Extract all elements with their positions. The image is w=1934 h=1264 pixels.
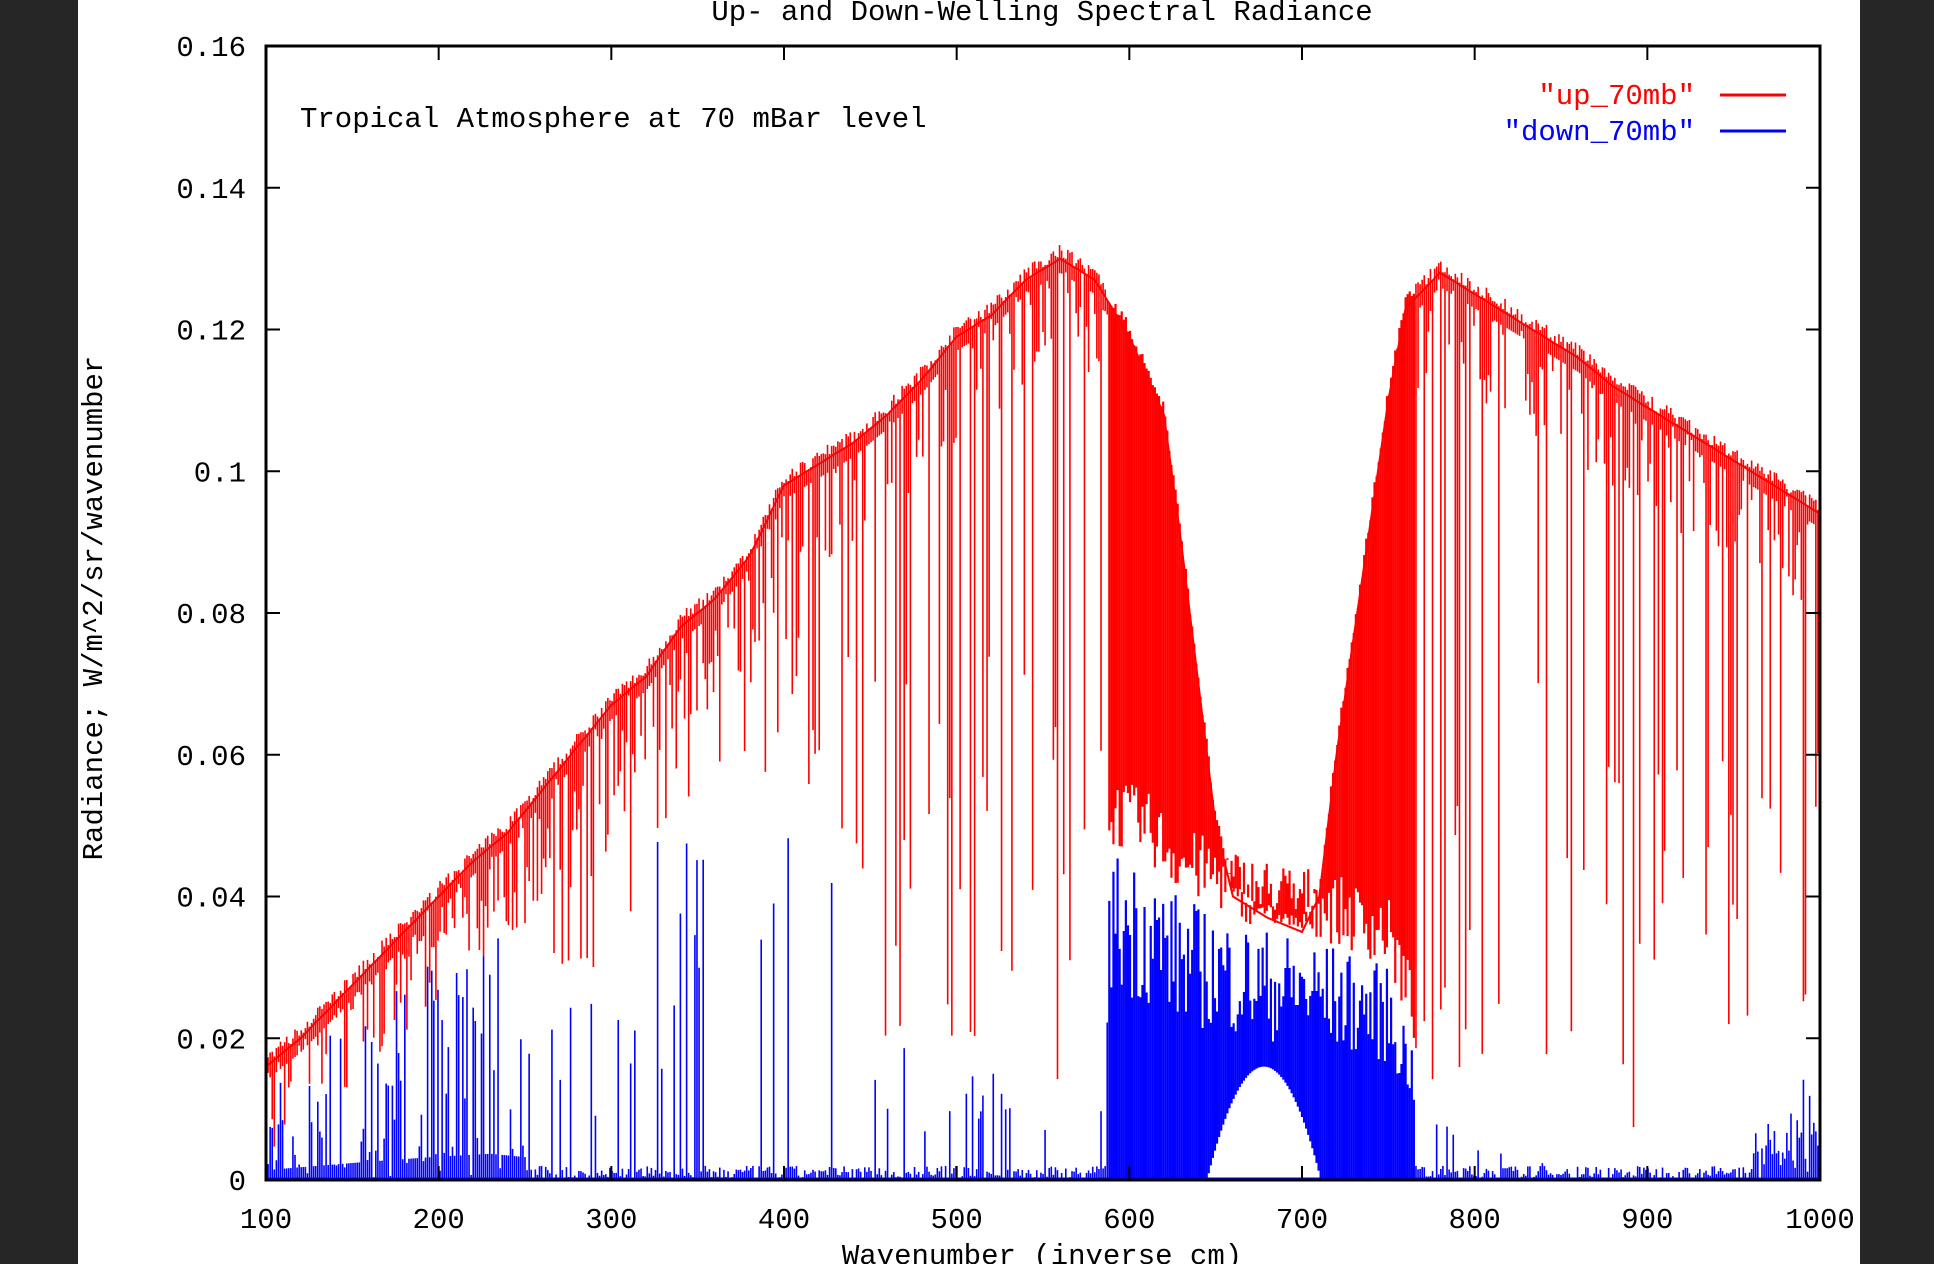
y-tick-label: 0.02 [176, 1024, 246, 1057]
x-tick-label: 600 [1103, 1204, 1155, 1237]
left-border [0, 0, 78, 1264]
y-tick-label: 0.1 [194, 457, 246, 490]
y-tick-label: 0 [229, 1166, 246, 1199]
series-down [265, 838, 1820, 1181]
y-tick-label: 0.16 [176, 32, 246, 65]
x-axis-label: Wavenumber (inverse cm) [842, 1240, 1242, 1264]
right-border [1860, 0, 1934, 1264]
x-tick-label: 800 [1449, 1204, 1501, 1237]
x-tick-label: 500 [931, 1204, 983, 1237]
y-tick-label: 0.12 [176, 316, 246, 349]
x-tick-label: 300 [585, 1204, 637, 1237]
x-tick-label: 900 [1621, 1204, 1673, 1237]
x-tick-label: 200 [413, 1204, 465, 1237]
plot-frame [264, 44, 1822, 1182]
y-tick-label: 0.06 [176, 741, 246, 774]
x-tick-label: 700 [1276, 1204, 1328, 1237]
x-tick-label: 100 [240, 1204, 292, 1237]
y-axis-label: Radiance; W/m^2/sr/wavenumber [78, 356, 111, 861]
y-tick-label: 0.14 [176, 174, 246, 207]
legend-up-label: "up_70mb" [1538, 80, 1695, 113]
y-tick-label: 0.08 [176, 599, 246, 632]
x-tick-label: 400 [758, 1204, 810, 1237]
x-tick-label: 1000 [1785, 1204, 1855, 1237]
y-tick-label: 0.04 [176, 883, 246, 916]
series-up [265, 245, 1821, 1147]
chart-annotation: Tropical Atmosphere at 70 mBar level [300, 103, 927, 136]
chart-title: Up- and Down-Welling Spectral Radiance [711, 0, 1372, 29]
legend-down-label: "down_70mb" [1504, 116, 1695, 149]
up-envelope [265, 257, 1821, 1068]
